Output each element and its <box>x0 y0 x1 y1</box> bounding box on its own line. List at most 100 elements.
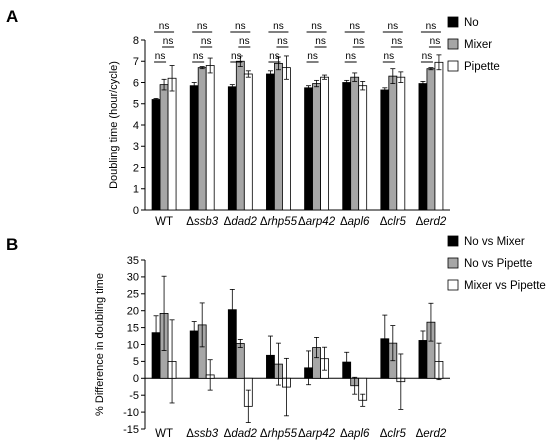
bar-rhp55-2 <box>282 67 291 211</box>
legend-label-2: Pipette <box>464 61 500 73</box>
delta-prefix: Δ <box>380 428 388 440</box>
y-tick-label: 15 <box>127 322 139 334</box>
strain-name: erd2 <box>423 428 447 440</box>
panel-b-chart: B -15 -10 -5 0 5 10 15 20 25 30 35 % Difference in … <box>6 235 546 440</box>
x-tick-label-ssb3: Δssb3 <box>186 216 219 228</box>
x-tick-label-wt: WT <box>155 216 173 228</box>
bar-clr5-2 <box>396 76 406 211</box>
strain-name: WT <box>155 216 173 228</box>
significance-label: ns <box>388 21 399 32</box>
legend-swatch-1 <box>447 257 459 269</box>
delta-prefix: Δ <box>416 216 424 228</box>
x-tick-label-ssb3: Δssb3 <box>186 428 219 440</box>
y-tick-label: -15 <box>123 424 139 436</box>
legend-swatch-0 <box>447 16 459 28</box>
bar-arp42-2 <box>320 76 329 211</box>
x-tick-label-clr5: Δclr5 <box>380 216 407 228</box>
legend-swatch-2 <box>447 279 459 291</box>
bar-clr5-0 <box>380 89 390 211</box>
y-tick-label: 6 <box>133 77 139 89</box>
x-tick-label-dad2: Δdad2 <box>224 216 258 228</box>
significance-label: ns <box>193 51 204 62</box>
bar-wt-0 <box>151 99 161 211</box>
bar-group-wt <box>151 275 177 404</box>
delta-prefix: Δ <box>186 428 194 440</box>
bar-group-apl6 <box>342 351 368 407</box>
y-tick-label: -5 <box>129 390 139 402</box>
strain-name: arp42 <box>306 216 336 228</box>
significance-label: ns <box>307 51 318 62</box>
x-tick-label-erd2: Δerd2 <box>416 428 447 440</box>
bar-group-clr5 <box>380 314 406 410</box>
y-axis-label: % Difference in doubling time <box>94 273 106 416</box>
significance-label: ns <box>277 36 288 47</box>
bar-group-apl6: ns ns ns <box>342 21 368 211</box>
bar-wt-2 <box>167 77 177 211</box>
legend-item-2: Pipette <box>447 60 500 73</box>
delta-prefix: Δ <box>298 216 306 228</box>
bar-rhp55-0 <box>266 73 275 211</box>
delta-prefix: Δ <box>340 428 348 440</box>
delta-prefix: Δ <box>298 428 306 440</box>
bar-wt-1 <box>159 84 169 211</box>
y-tick-label: 7 <box>133 56 139 68</box>
delta-prefix: Δ <box>224 216 232 228</box>
bar-group-rhp55 <box>266 335 291 417</box>
legend-label-2: Mixer vs Pipette <box>464 280 546 292</box>
legend-swatch-0 <box>447 235 459 247</box>
delta-prefix: Δ <box>340 216 348 228</box>
y-tick-label: 0 <box>133 373 139 385</box>
x-tick-label-apl6: Δapl6 <box>340 428 370 440</box>
legend-item-1: Mixer <box>447 38 492 51</box>
legend-swatch-1 <box>447 38 459 50</box>
bar-group-dad2 <box>227 289 253 423</box>
significance-label: ns <box>430 36 441 47</box>
bar-ssb3-0 <box>189 85 199 211</box>
y-tick-label: 3 <box>133 141 139 153</box>
bar-group-wt: ns ns ns <box>151 21 177 211</box>
x-tick-label-arp42: Δarp42 <box>298 428 336 440</box>
significance-label: ns <box>201 36 212 47</box>
bar-apl6-0 <box>342 82 352 211</box>
delta-prefix: Δ <box>416 428 424 440</box>
strain-name: rhp55 <box>268 216 298 228</box>
bar-ssb3-2 <box>205 65 215 211</box>
x-tick-label-apl6: Δapl6 <box>340 216 370 228</box>
strain-name: apl6 <box>348 428 370 440</box>
y-tick-label: 5 <box>133 356 139 368</box>
delta-prefix: Δ <box>260 428 268 440</box>
strain-name: ssb3 <box>194 216 219 228</box>
x-tick-label-dad2: Δdad2 <box>224 428 258 440</box>
legend-label-1: Mixer <box>464 39 492 51</box>
y-tick-label: 20 <box>127 306 139 318</box>
strain-name: apl6 <box>348 216 370 228</box>
legend-item-0: No <box>447 16 479 29</box>
strain-name: clr5 <box>387 216 406 228</box>
bar-clr5-1 <box>388 75 398 211</box>
strain-name: arp42 <box>306 428 336 440</box>
y-tick-label: 10 <box>127 339 139 351</box>
bar-group-ssb3 <box>189 302 215 391</box>
strain-name: dad2 <box>231 216 257 228</box>
bar-erd2-0 <box>418 83 428 211</box>
y-tick-label: 1 <box>133 184 139 196</box>
bar-group-erd2: ns ns ns <box>418 21 444 211</box>
bar-dad2-1 <box>235 343 245 379</box>
delta-prefix: Δ <box>380 216 388 228</box>
significance-label: ns <box>384 51 395 62</box>
strain-name: rhp55 <box>268 428 298 440</box>
significance-label: ns <box>231 51 242 62</box>
bar-group-ssb3: ns ns ns <box>189 21 215 211</box>
panel-b-letter: B <box>6 235 18 254</box>
x-tick-label-rhp55: Δrhp55 <box>260 428 298 440</box>
significance-label: ns <box>311 21 322 32</box>
legend-item-1: No vs Pipette <box>447 257 532 270</box>
strain-name: ssb3 <box>194 428 219 440</box>
bar-group-rhp55: ns ns ns <box>266 21 291 211</box>
strain-name: erd2 <box>423 216 447 228</box>
x-tick-label-wt: WT <box>155 428 173 440</box>
y-tick-label: 8 <box>133 35 139 47</box>
bar-group-arp42 <box>304 337 329 386</box>
y-tick-label: 25 <box>127 289 139 301</box>
